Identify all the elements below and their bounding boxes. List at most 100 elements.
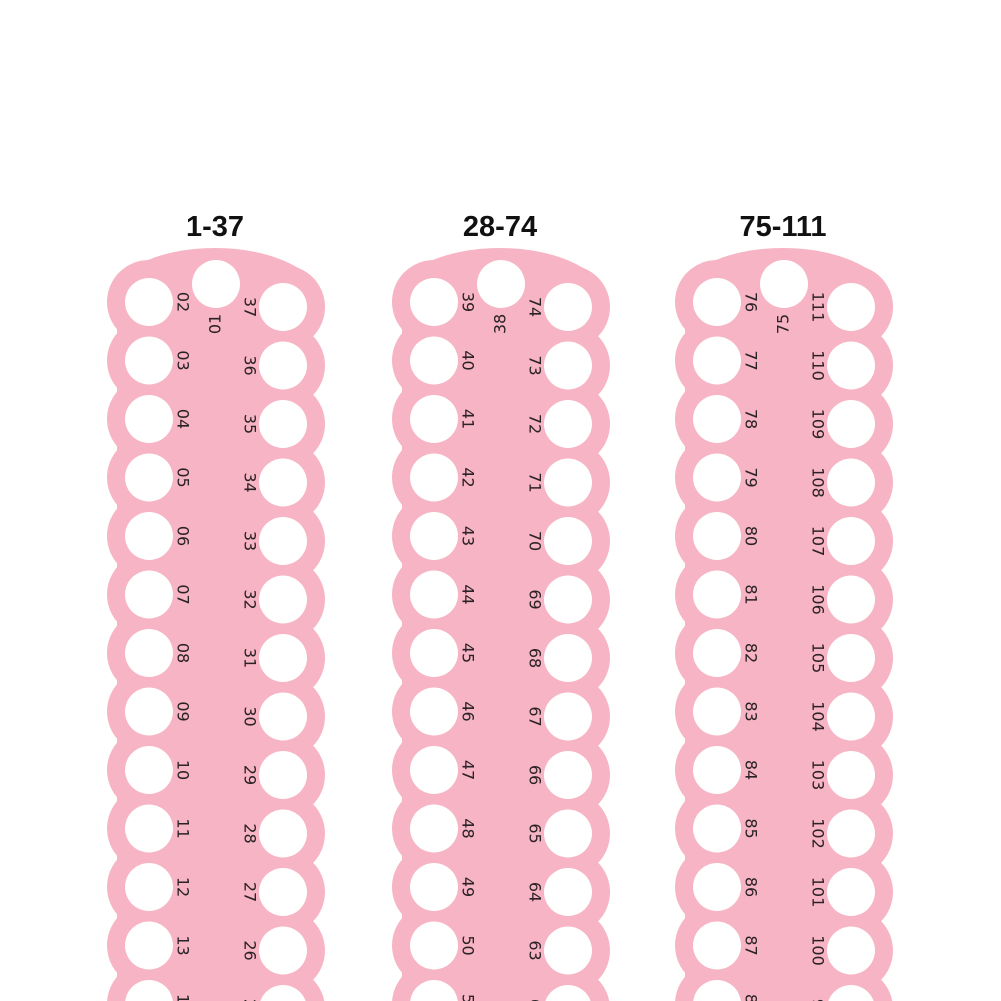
hole-number: 69	[526, 589, 545, 609]
hole-number: 47	[459, 760, 478, 780]
hole-number: 38	[491, 314, 510, 334]
hole-number: 76	[742, 292, 761, 312]
hole-number: 99	[809, 999, 828, 1001]
hole-number: 111	[809, 292, 828, 323]
hole-number: 48	[459, 818, 478, 838]
thread-hole	[125, 336, 173, 385]
hole-number: 66	[526, 765, 545, 785]
thread-hole	[693, 570, 741, 619]
hole-number: 101	[809, 877, 828, 908]
thread-hole	[125, 687, 173, 736]
thread-hole	[693, 512, 741, 560]
hole-number: 73	[526, 355, 545, 375]
hole-number: 70	[526, 531, 545, 551]
hole-number: 02	[174, 292, 193, 312]
hole-number: 01	[206, 314, 225, 334]
hole-number: 100	[809, 935, 828, 966]
hole-number: 85	[742, 818, 761, 838]
thread-hole	[125, 629, 173, 677]
thread-hole	[693, 746, 741, 794]
hole-number: 49	[459, 877, 478, 897]
hole-number: 109	[809, 409, 828, 440]
hole-number: 68	[526, 648, 545, 668]
thread-hole	[544, 575, 592, 624]
hole-number: 33	[241, 531, 260, 551]
thread-hole	[259, 634, 307, 682]
thread-hole	[259, 458, 307, 507]
thread-hole	[410, 336, 458, 385]
thread-hole	[259, 283, 307, 331]
thread-hole	[693, 804, 741, 853]
thread-hole	[827, 341, 875, 390]
thread-hole	[544, 283, 592, 331]
hole-number: 103	[809, 760, 828, 791]
hole-number: 46	[459, 701, 478, 721]
thread-hole	[410, 629, 458, 677]
thread-hole	[544, 926, 592, 975]
thread-hole	[410, 278, 458, 326]
hole-number: 42	[459, 467, 478, 487]
thread-hole	[544, 634, 592, 682]
card-title: 1-37	[186, 211, 244, 243]
thread-hole	[259, 868, 307, 916]
hole-number: 35	[241, 414, 260, 434]
hole-number: 51	[459, 994, 478, 1001]
thread-hole	[544, 400, 592, 448]
thread-hole	[693, 980, 741, 1001]
organizer-card: 1-37 01 02 03 04 05 06 07 08 09 10 11 12 13 14 37 36 35 34…	[107, 211, 325, 1001]
thread-hole	[125, 980, 173, 1001]
hole-number: 65	[526, 823, 545, 843]
thread-hole	[827, 926, 875, 975]
thread-hole	[125, 804, 173, 853]
hole-number: 81	[742, 584, 761, 604]
thread-hole	[827, 692, 875, 741]
thread-hole	[693, 336, 741, 385]
thread-hole	[192, 260, 240, 308]
hole-number: 67	[526, 706, 545, 726]
thread-hole	[544, 809, 592, 858]
thread-hole	[259, 575, 307, 624]
hole-number: 86	[742, 877, 761, 897]
card-title: 28-74	[463, 211, 537, 243]
thread-hole	[259, 400, 307, 448]
thread-hole	[259, 751, 307, 799]
thread-hole	[693, 278, 741, 326]
hole-number: 10	[174, 760, 193, 780]
thread-hole	[760, 260, 808, 308]
thread-hole	[259, 517, 307, 565]
thread-hole	[544, 458, 592, 507]
hole-number: 88	[742, 994, 761, 1001]
thread-hole	[410, 687, 458, 736]
thread-hole	[410, 863, 458, 911]
hole-number: 102	[809, 818, 828, 849]
hole-number: 77	[742, 350, 761, 370]
thread-hole	[410, 395, 458, 443]
thread-hole	[125, 395, 173, 443]
hole-number: 64	[526, 882, 545, 902]
hole-number: 50	[459, 935, 478, 955]
thread-hole	[827, 458, 875, 507]
hole-number: 63	[526, 940, 545, 960]
hole-number: 08	[174, 643, 193, 663]
hole-number: 82	[742, 643, 761, 663]
hole-number: 09	[174, 701, 193, 721]
thread-hole	[827, 809, 875, 858]
thread-hole	[828, 985, 874, 1001]
thread-hole	[477, 260, 525, 308]
thread-hole	[544, 517, 592, 565]
hole-number: 43	[459, 526, 478, 546]
thread-hole	[410, 921, 458, 970]
hole-number: 44	[459, 584, 478, 604]
organizer-card: 28-74 38 39 40 41 42 43 44 45 46 47 48 49 50 51 74 73 72 7…	[392, 211, 610, 1001]
thread-hole	[260, 985, 306, 1001]
hole-number: 40	[459, 350, 478, 370]
thread-hole	[544, 341, 592, 390]
hole-number: 13	[174, 935, 193, 955]
thread-hole	[544, 868, 592, 916]
thread-hole	[693, 629, 741, 677]
hole-number: 84	[742, 760, 761, 780]
hole-number: 79	[742, 467, 761, 487]
thread-hole	[827, 868, 875, 916]
hole-number: 28	[241, 823, 260, 843]
